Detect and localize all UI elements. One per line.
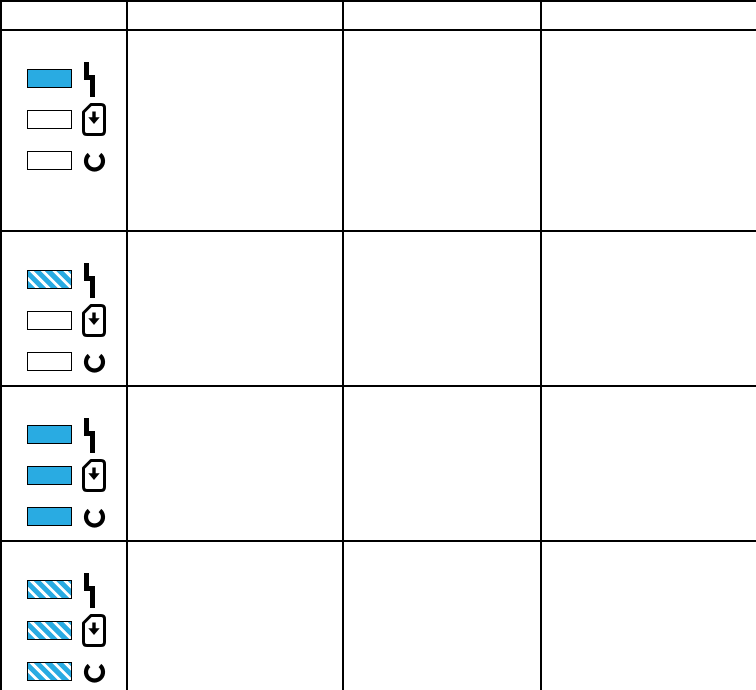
refresh-icon <box>83 663 106 683</box>
led-row <box>27 102 126 136</box>
led-row <box>27 458 126 492</box>
led-indicator <box>27 150 72 170</box>
led-indicator <box>27 424 72 444</box>
table-cell <box>342 230 542 387</box>
led-row <box>27 344 126 378</box>
led-indicator <box>27 506 72 526</box>
table-cell <box>126 385 344 542</box>
table-cell <box>342 29 542 232</box>
led-indicator <box>27 465 72 485</box>
led-row <box>27 654 126 688</box>
led-panel <box>2 232 126 378</box>
table-cell <box>540 385 756 542</box>
header-cell <box>540 0 756 31</box>
table-row <box>0 29 756 232</box>
led-panel-cell <box>0 29 128 232</box>
table-cell <box>342 385 542 542</box>
led-indicator <box>27 579 72 599</box>
led-panel <box>2 542 126 688</box>
refresh-icon <box>83 353 106 373</box>
led-row <box>27 417 126 453</box>
led-indicator <box>27 620 72 640</box>
refresh-icon <box>83 508 106 528</box>
led-panel-cell <box>0 385 128 542</box>
led-row <box>27 499 126 533</box>
refresh-icon <box>83 152 106 172</box>
table-row <box>0 385 756 542</box>
table-row <box>0 230 756 387</box>
sim-download-icon <box>82 613 106 647</box>
header-cell <box>126 0 344 31</box>
led-indicator <box>27 68 72 88</box>
table-cell <box>342 540 542 690</box>
power-icon <box>84 573 95 608</box>
led-row <box>27 143 126 177</box>
power-icon <box>84 263 95 298</box>
power-icon <box>84 62 95 97</box>
led-indicator <box>27 661 72 681</box>
header-cell <box>0 0 128 31</box>
sim-download-icon <box>82 102 106 136</box>
led-indicator <box>27 269 72 289</box>
table-cell <box>126 29 344 232</box>
led-row <box>27 262 126 298</box>
led-row <box>27 303 126 337</box>
led-panel-cell <box>0 230 128 387</box>
header-row <box>0 0 756 31</box>
led-row <box>27 61 126 97</box>
table-row <box>0 540 756 690</box>
table-cell <box>126 540 344 690</box>
led-panel-cell <box>0 540 128 690</box>
table-cell <box>540 230 756 387</box>
table-cell <box>540 540 756 690</box>
table-cell <box>540 29 756 232</box>
power-icon <box>84 418 95 453</box>
led-row <box>27 613 126 647</box>
led-indicator <box>27 109 72 129</box>
led-panel <box>2 387 126 533</box>
led-row <box>27 572 126 608</box>
led-indicator <box>27 351 72 371</box>
led-indicator <box>27 310 72 330</box>
sim-download-icon <box>82 458 106 492</box>
table-cell <box>126 230 344 387</box>
led-panel <box>2 31 126 177</box>
sim-download-icon <box>82 303 106 337</box>
header-cell <box>342 0 542 31</box>
